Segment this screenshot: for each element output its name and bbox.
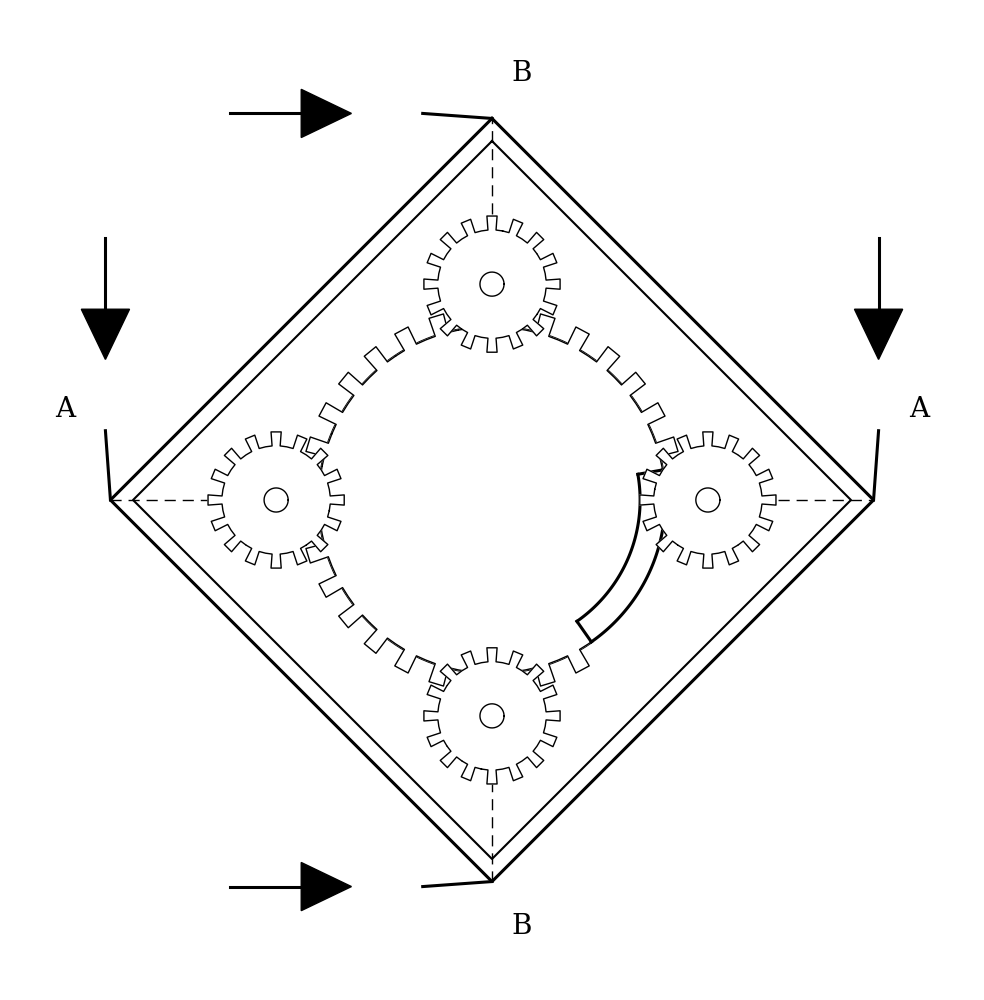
Polygon shape [854,309,902,359]
Text: A: A [55,396,76,423]
Polygon shape [300,308,684,692]
Text: B: B [512,913,532,940]
Polygon shape [640,432,776,568]
Polygon shape [529,465,694,665]
Polygon shape [82,309,130,359]
Polygon shape [301,862,351,911]
Polygon shape [208,432,344,568]
Polygon shape [424,648,560,784]
Polygon shape [301,89,351,138]
Text: B: B [512,60,532,87]
Polygon shape [424,216,560,352]
Text: A: A [908,396,929,423]
